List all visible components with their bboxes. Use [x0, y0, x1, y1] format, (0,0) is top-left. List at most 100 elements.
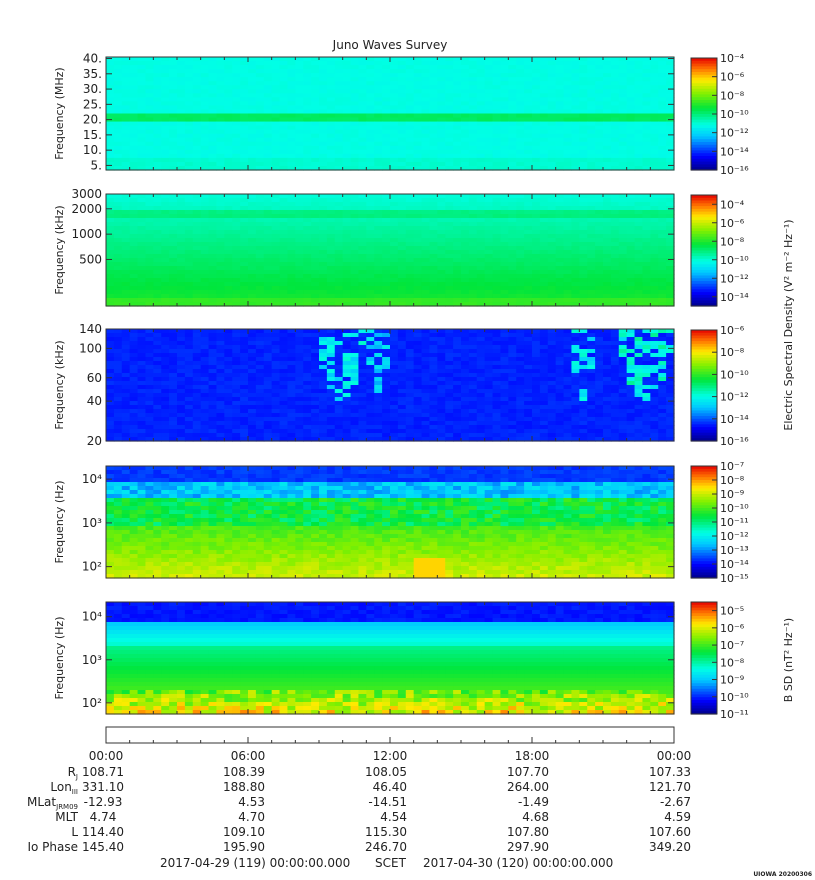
heatmap-cell	[618, 262, 628, 267]
heatmap-cell	[113, 278, 123, 283]
heatmap-cell	[311, 373, 320, 378]
heatmap-cell	[311, 290, 320, 295]
heatmap-cell	[248, 242, 257, 247]
heatmap-cell	[334, 337, 344, 342]
heatmap-cell	[177, 145, 186, 151]
heatmap-cell	[177, 290, 186, 295]
heatmap-cell	[295, 89, 304, 94]
heatmap-cell	[161, 161, 170, 167]
heatmap-cell	[413, 214, 423, 219]
heatmap-cell	[303, 153, 312, 159]
heatmap-cell	[508, 210, 517, 215]
heatmap-cell	[563, 129, 573, 135]
heatmap-cell	[555, 222, 565, 227]
heatmap-cell	[248, 69, 257, 74]
heatmap-cell	[618, 254, 628, 259]
heatmap-cell	[524, 165, 533, 171]
heatmap-cell	[634, 97, 644, 102]
heatmap-cell	[658, 282, 667, 287]
heatmap-cell	[382, 210, 391, 215]
heatmap-cell	[129, 137, 139, 143]
heatmap-cell	[240, 333, 249, 338]
heatmap-cell	[129, 165, 139, 171]
heatmap-cell	[326, 218, 336, 223]
heatmap-cell	[587, 254, 596, 259]
heatmap-cell	[405, 262, 415, 267]
heatmap-cell	[445, 57, 454, 62]
heatmap-cell	[610, 141, 620, 147]
heatmap-cell	[200, 258, 210, 263]
heatmap-cell	[319, 125, 328, 131]
heatmap-cell	[453, 77, 462, 82]
heatmap-cell	[595, 105, 604, 111]
heatmap-cell	[232, 286, 241, 291]
heatmap-cell	[405, 69, 415, 74]
heatmap-cell	[263, 274, 273, 279]
heatmap-cell	[476, 77, 486, 82]
y-tick-label: 15.	[83, 128, 102, 142]
y-axis-label: Frequency (MHz)	[53, 67, 66, 159]
heatmap-cell	[366, 230, 375, 235]
heatmap-cell	[137, 57, 147, 62]
heatmap-cell	[319, 69, 328, 74]
heatmap-cell	[374, 258, 383, 263]
heatmap-cell	[366, 194, 375, 199]
heatmap-cell	[634, 266, 644, 271]
heatmap-cell	[279, 161, 289, 167]
heatmap-cell	[421, 194, 431, 199]
heatmap-cell	[492, 270, 502, 275]
heatmap-cell	[579, 242, 588, 247]
heatmap-cell	[610, 218, 620, 223]
heatmap-cell	[232, 129, 241, 135]
heatmap-cell	[248, 202, 257, 207]
heatmap-cell	[263, 341, 273, 346]
heatmap-cell	[579, 290, 588, 295]
heatmap-cell	[476, 230, 486, 235]
heatmap-cell	[508, 365, 517, 370]
heatmap-cell	[390, 345, 399, 350]
heatmap-cell	[319, 85, 328, 90]
heatmap-cell	[461, 137, 470, 143]
heatmap-cell	[153, 149, 162, 155]
heatmap-cell	[476, 73, 486, 78]
heatmap-cell	[603, 153, 612, 159]
heatmap-cell	[121, 89, 131, 94]
heatmap-cell	[437, 117, 446, 123]
heatmap-cell	[421, 202, 431, 207]
heatmap-cell	[484, 105, 494, 111]
heatmap-cell	[358, 341, 367, 346]
heatmap-cell	[319, 153, 328, 159]
heatmap-cell	[200, 161, 210, 167]
heatmap-cell	[555, 345, 565, 350]
heatmap-cell	[445, 145, 454, 151]
heatmap-cell	[429, 57, 438, 62]
heatmap-cell	[437, 113, 446, 119]
heatmap-cell	[571, 157, 580, 163]
heatmap-cell	[618, 77, 628, 82]
heatmap-cell	[445, 137, 454, 143]
heatmap-cell	[413, 369, 423, 374]
heatmap-cell	[208, 149, 218, 155]
heatmap-cell	[603, 329, 612, 334]
heatmap-cell	[397, 125, 407, 131]
heatmap-cell	[240, 286, 249, 291]
heatmap-cell	[634, 270, 644, 275]
heatmap-cell	[208, 93, 218, 98]
heatmap-cell	[137, 121, 147, 127]
heatmap-cell	[366, 365, 375, 370]
heatmap-cell	[666, 206, 675, 211]
heatmap-cell	[342, 266, 352, 271]
heatmap-cell	[208, 57, 218, 62]
heatmap-cell	[350, 113, 360, 119]
heatmap-cell	[595, 194, 604, 199]
heatmap-cell	[555, 157, 565, 163]
heatmap-cell	[271, 230, 281, 235]
heatmap-cell	[516, 133, 525, 139]
heatmap-cell	[366, 234, 375, 239]
heatmap-cell	[532, 57, 541, 62]
heatmap-cell	[374, 61, 383, 66]
heatmap-cell	[113, 373, 123, 378]
heatmap-cell	[642, 117, 651, 123]
heatmap-cell	[508, 286, 517, 291]
heatmap-cell	[532, 365, 541, 370]
